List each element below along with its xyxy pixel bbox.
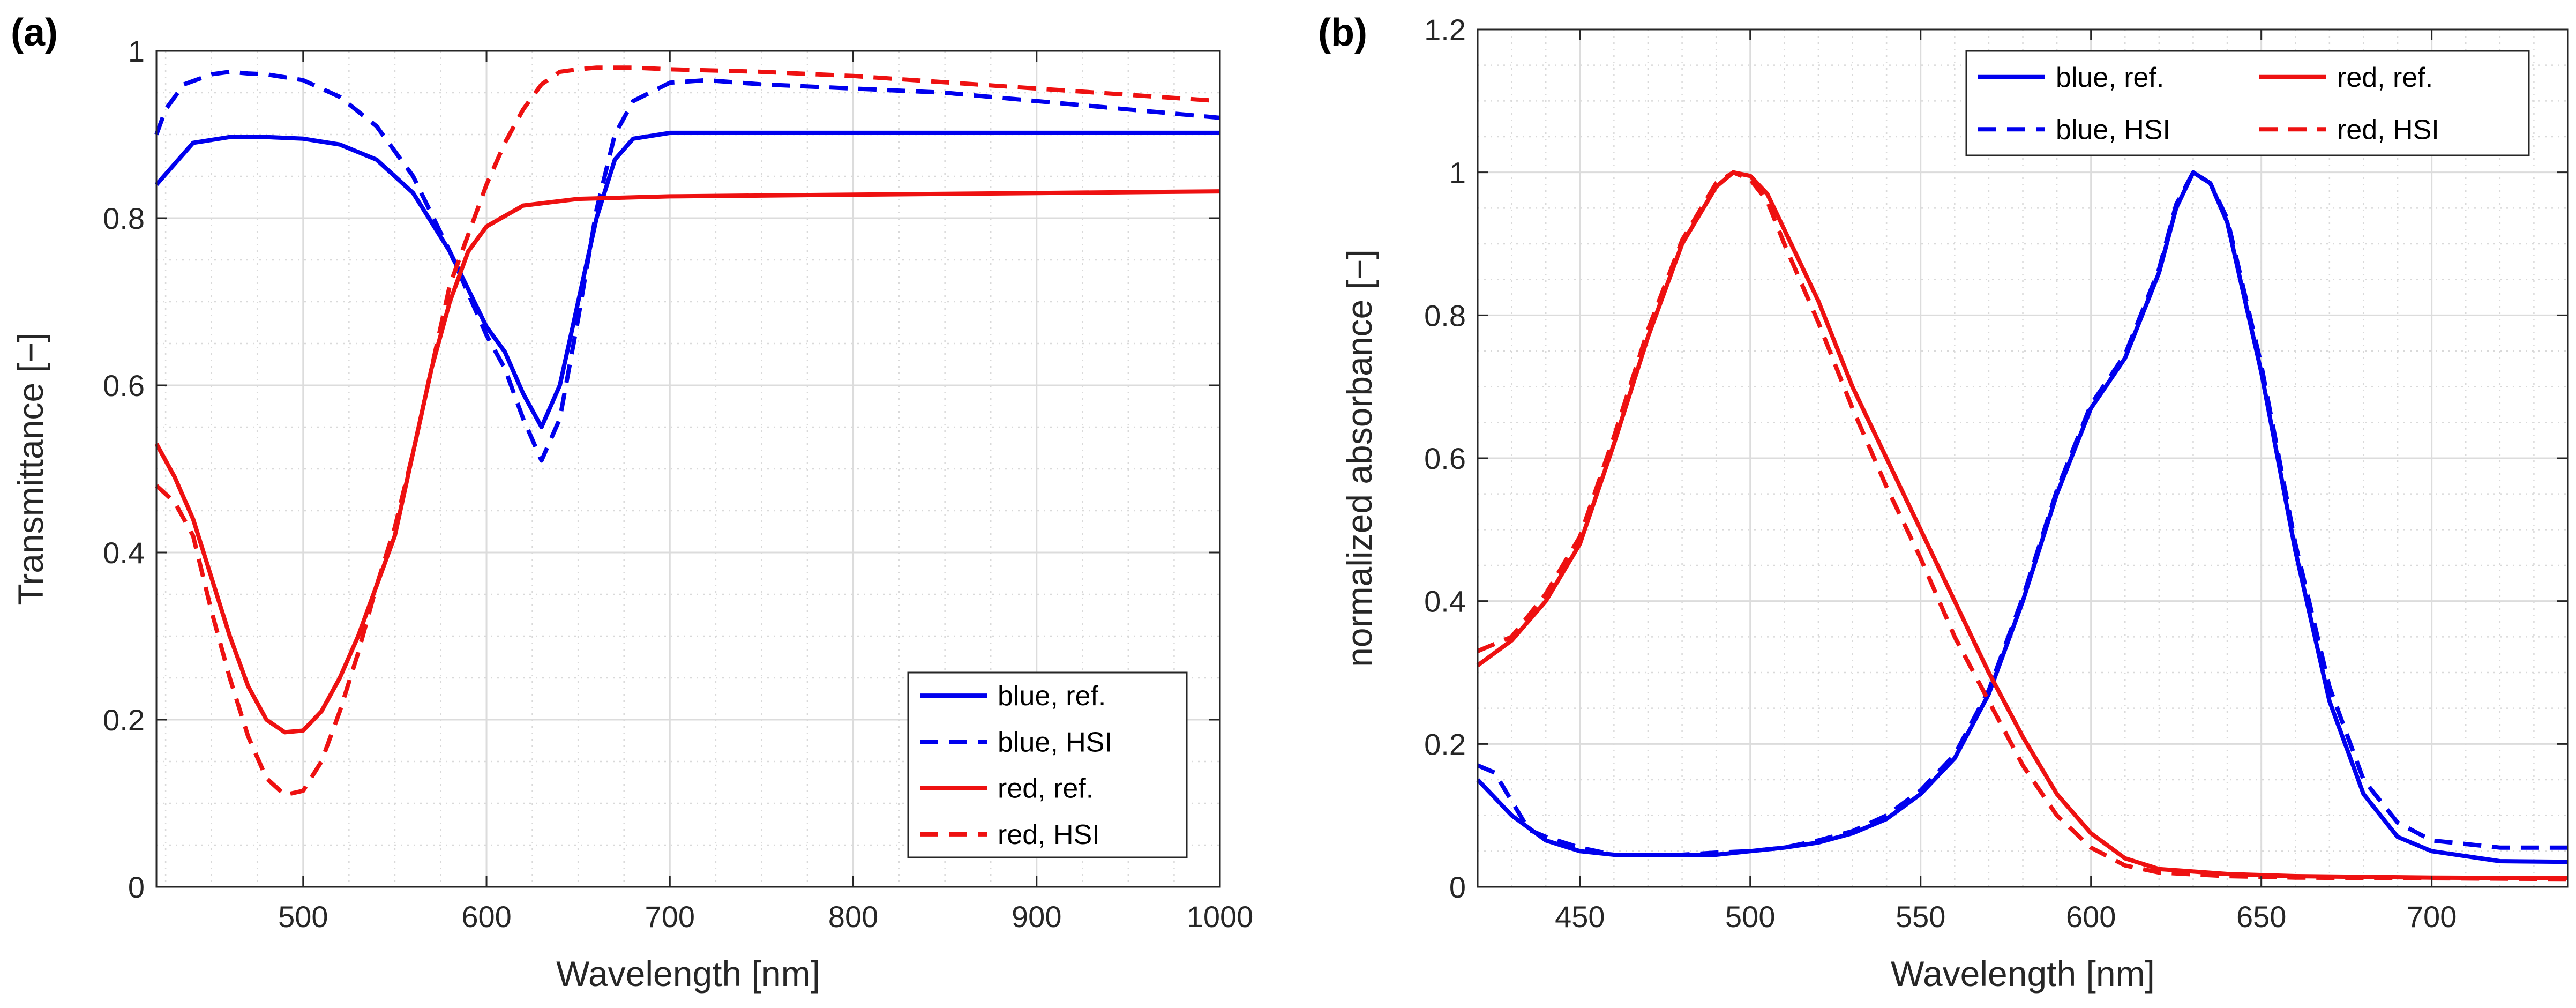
panel-label: (b)	[1318, 11, 1367, 54]
chart-panel-b: 450 500 550 600 650 700 0 0.2 0.4 0.6 0.8 1 1.2 Wavel…	[1318, 11, 2569, 994]
legend-item: blue, HSI	[1978, 114, 2170, 145]
y-tick-label: 1	[128, 34, 145, 68]
legend: blue, ref. blue, HSI red, ref. red, HSI	[1965, 50, 2530, 156]
legend-box	[1965, 50, 2530, 156]
x-tick-label: 450	[1555, 900, 1605, 934]
y-tick-label: 0.6	[103, 369, 145, 402]
series-group	[154, 65, 1220, 797]
y-tick-label: 0.6	[1424, 442, 1466, 475]
legend-label: blue, ref.	[998, 681, 1106, 712]
x-tick-label: 550	[1896, 900, 1945, 934]
legend-label: red, HSI	[998, 819, 1100, 850]
y-tick-label: 0.8	[1424, 298, 1466, 332]
series-line-red-hsi	[155, 65, 1220, 797]
x-axis-label: Wavelength [nm]	[1891, 954, 2155, 994]
legend-box	[907, 671, 1188, 858]
x-tick-label: 900	[1012, 900, 1061, 934]
y-tick-label: 0.4	[1424, 585, 1466, 618]
axes-box	[155, 50, 1221, 888]
series-line-blue-hsi	[1477, 170, 2568, 857]
legend-label: blue, ref.	[2056, 62, 2164, 93]
legend-item: red, HSI	[920, 819, 1100, 850]
legend-label: red, ref.	[2337, 62, 2433, 93]
series-line-red-hsi	[1477, 170, 2568, 882]
y-tick-label: 1.2	[1424, 13, 1466, 47]
x-axis-label: Wavelength [nm]	[556, 954, 820, 994]
legend-label: red, ref.	[998, 773, 1094, 804]
x-tick-label: 600	[2066, 900, 2116, 934]
series-group	[1476, 170, 2568, 882]
series-line-blue-ref	[154, 130, 1220, 429]
x-tick-label: 700	[2407, 900, 2457, 934]
legend-item: red, HSI	[2259, 114, 2439, 145]
legend-label: blue, HSI	[998, 727, 1112, 758]
grid	[1477, 28, 2569, 888]
legend-item: blue, ref.	[1978, 62, 2164, 93]
x-tick-label: 700	[645, 900, 695, 934]
y-tick-label: 0	[1449, 870, 1466, 904]
series-line-red-ref	[1476, 170, 2568, 880]
legend-item: blue, HSI	[920, 727, 1112, 758]
y-tick-label: 0	[128, 870, 145, 904]
panel-label: (a)	[11, 11, 58, 54]
chart-panel-a: 500 600 700 800 900 1000 0 0.2 0.4 0.6 0.8 1 Wavelen…	[11, 11, 1253, 994]
legend-item: red, ref.	[920, 773, 1094, 804]
x-tick-label: 1000	[1187, 900, 1254, 934]
legend: blue, ref. blue, HSI red, ref. red, HSI	[907, 671, 1188, 858]
y-tick-label: 1	[1449, 156, 1466, 190]
x-tick-label: 600	[461, 900, 511, 934]
legend-label: blue, HSI	[2056, 114, 2170, 145]
x-tick-label: 650	[2236, 900, 2286, 934]
x-tick-label: 500	[278, 900, 328, 934]
y-tick-label: 0.4	[103, 536, 145, 570]
legend-label: red, HSI	[2337, 114, 2439, 145]
legend-item: blue, ref.	[920, 681, 1106, 712]
y-tick-label: 0.8	[103, 201, 145, 235]
series-line-blue-hsi	[154, 70, 1220, 463]
x-tick-label: 800	[828, 900, 878, 934]
x-tick-label: 500	[1725, 900, 1775, 934]
y-tick-label: 0.2	[103, 703, 145, 737]
legend-item: red, ref.	[2259, 62, 2433, 93]
y-axis-label: Transmittance [−]	[11, 332, 50, 605]
y-axis-label: normalized absorbance [−]	[1339, 249, 1379, 667]
y-tick-label: 0.2	[1424, 727, 1466, 761]
